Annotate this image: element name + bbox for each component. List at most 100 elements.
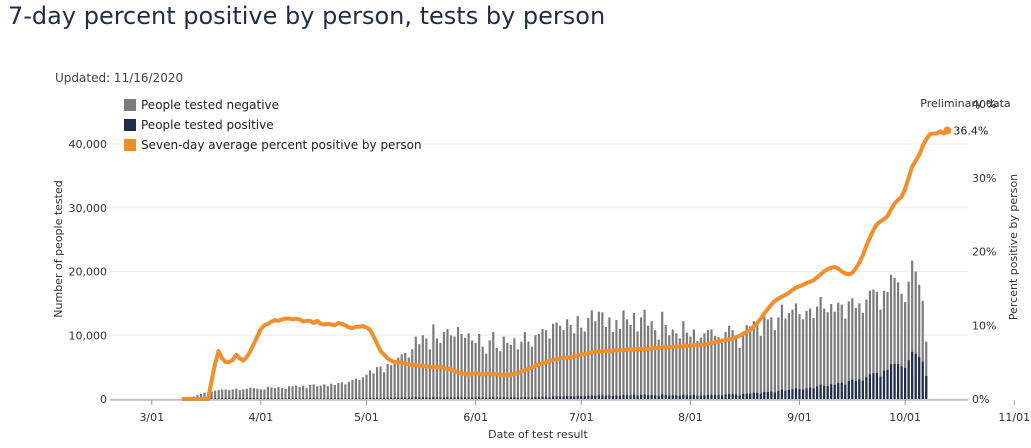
bar-positive[interactable]: [397, 397, 400, 399]
bar-positive[interactable]: [569, 396, 572, 399]
bar-positive[interactable]: [502, 397, 505, 399]
bar-positive[interactable]: [527, 397, 530, 399]
bar-positive[interactable]: [770, 391, 773, 399]
bar-negative[interactable]: [295, 385, 298, 399]
legend-item-percent-positive[interactable]: Seven-day average percent positive by pe…: [124, 135, 422, 155]
bar-positive[interactable]: [703, 395, 706, 399]
bar-negative[interactable]: [911, 260, 914, 399]
bar-negative[interactable]: [819, 297, 822, 399]
bar-negative[interactable]: [615, 319, 618, 399]
bar-negative[interactable]: [210, 391, 213, 399]
bar-positive[interactable]: [717, 395, 720, 399]
bar-positive[interactable]: [210, 398, 213, 399]
bar-negative[interactable]: [456, 326, 460, 399]
bar-negative[interactable]: [559, 325, 562, 399]
bar-positive[interactable]: [706, 394, 710, 399]
bar-negative[interactable]: [801, 319, 805, 399]
bar-positive[interactable]: [309, 398, 312, 399]
bar-negative[interactable]: [460, 333, 463, 399]
bar-negative[interactable]: [773, 330, 776, 399]
bar-positive[interactable]: [548, 396, 551, 399]
bar-positive[interactable]: [407, 397, 410, 399]
bar-positive[interactable]: [256, 398, 259, 399]
bar-negative[interactable]: [787, 312, 791, 399]
bar-positive[interactable]: [228, 398, 231, 399]
bar-positive[interactable]: [478, 397, 481, 399]
bar-positive[interactable]: [615, 395, 618, 399]
bar-negative[interactable]: [361, 377, 365, 399]
bar-negative[interactable]: [791, 309, 794, 399]
bar-negative[interactable]: [249, 387, 252, 399]
bar-negative[interactable]: [794, 303, 798, 399]
bar-positive[interactable]: [460, 397, 463, 399]
bar-positive[interactable]: [763, 391, 766, 399]
bar-positive[interactable]: [632, 394, 636, 399]
bar-positive[interactable]: [347, 398, 350, 399]
bar-positive[interactable]: [745, 393, 748, 399]
bar-positive[interactable]: [295, 398, 298, 399]
bar-negative[interactable]: [636, 331, 639, 399]
bar-positive[interactable]: [312, 398, 315, 399]
bar-positive[interactable]: [858, 379, 861, 399]
bar-positive[interactable]: [868, 374, 872, 399]
bar-negative[interactable]: [245, 388, 248, 399]
legend-item-positive[interactable]: People tested positive: [124, 115, 422, 135]
bar-positive[interactable]: [217, 398, 220, 399]
bar-positive[interactable]: [513, 397, 516, 399]
bar-negative[interactable]: [594, 321, 597, 399]
bar-positive[interactable]: [485, 397, 488, 399]
bar-negative[interactable]: [650, 321, 653, 399]
bar-negative[interactable]: [622, 310, 625, 399]
bar-positive[interactable]: [896, 364, 900, 399]
bar-negative[interactable]: [925, 341, 928, 399]
bar-negative[interactable]: [904, 302, 907, 399]
bar-positive[interactable]: [735, 394, 738, 399]
bar-positive[interactable]: [893, 363, 896, 399]
bar-positive[interactable]: [791, 389, 794, 399]
bar-negative[interactable]: [840, 304, 843, 399]
bar-positive[interactable]: [428, 397, 431, 399]
bar-positive[interactable]: [492, 397, 495, 399]
bar-negative[interactable]: [735, 338, 738, 399]
bar-positive[interactable]: [326, 398, 329, 399]
bar-positive[interactable]: [749, 393, 752, 399]
bar-negative[interactable]: [632, 312, 636, 399]
bar-negative[interactable]: [907, 281, 910, 399]
bar-negative[interactable]: [900, 293, 903, 399]
bar-negative[interactable]: [238, 390, 241, 399]
bar-positive[interactable]: [583, 396, 586, 399]
bar-negative[interactable]: [618, 328, 622, 399]
bar-positive[interactable]: [710, 394, 713, 399]
bar-negative[interactable]: [502, 336, 505, 399]
bar-negative[interactable]: [326, 386, 329, 399]
bar-negative[interactable]: [474, 342, 477, 399]
bar-positive[interactable]: [816, 386, 819, 399]
bar-negative[interactable]: [203, 392, 206, 399]
bar-negative[interactable]: [749, 326, 752, 399]
bar-positive[interactable]: [242, 398, 245, 399]
bar-positive[interactable]: [865, 377, 868, 399]
bar-positive[interactable]: [675, 395, 678, 399]
bar-negative[interactable]: [720, 342, 724, 399]
bar-negative[interactable]: [872, 289, 875, 399]
bar-negative[interactable]: [418, 344, 421, 399]
bar-positive[interactable]: [840, 382, 843, 399]
bar-negative[interactable]: [375, 367, 379, 399]
bar-positive[interactable]: [773, 392, 776, 399]
bar-negative[interactable]: [921, 300, 924, 399]
bar-positive[interactable]: [692, 395, 695, 399]
bar-negative[interactable]: [851, 298, 854, 399]
bar-negative[interactable]: [896, 282, 900, 399]
bar-positive[interactable]: [302, 398, 305, 399]
bar-positive[interactable]: [566, 396, 569, 399]
bar-negative[interactable]: [823, 308, 826, 399]
bar-positive[interactable]: [235, 398, 238, 399]
bar-positive[interactable]: [263, 398, 266, 399]
bar-positive[interactable]: [576, 395, 579, 399]
bar-negative[interactable]: [463, 337, 467, 399]
bar-positive[interactable]: [354, 398, 358, 399]
bar-positive[interactable]: [414, 397, 417, 399]
bar-positive[interactable]: [699, 395, 703, 399]
bar-positive[interactable]: [639, 394, 643, 399]
bar-positive[interactable]: [231, 398, 234, 399]
